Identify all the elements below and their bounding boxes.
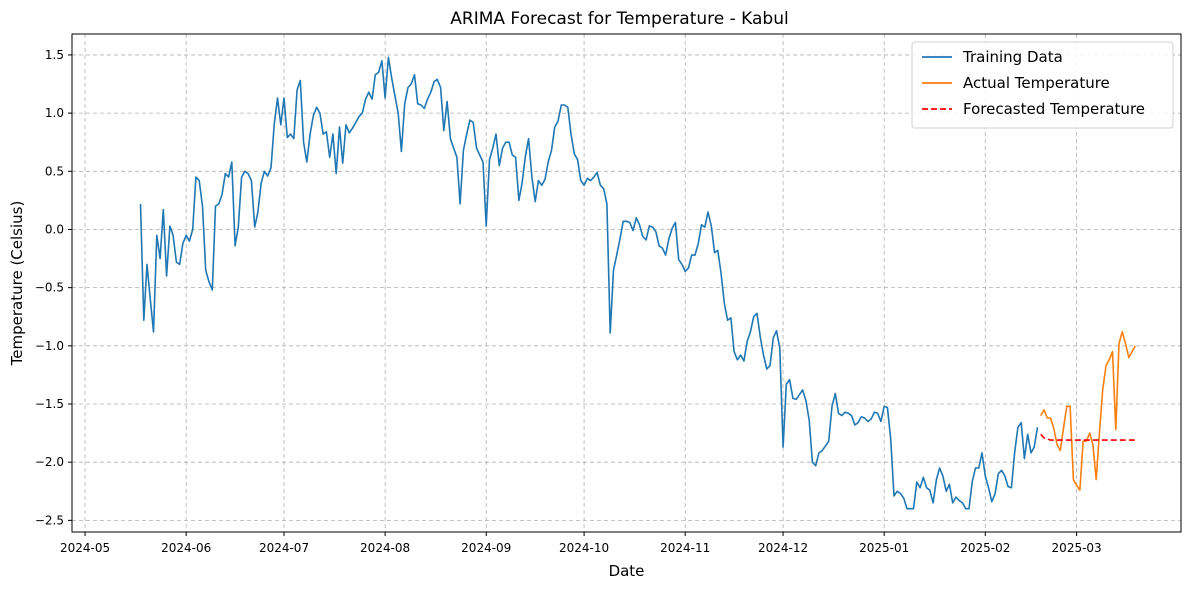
- x-tick-label: 2024-06: [161, 541, 211, 555]
- x-tick-label: 2024-08: [360, 541, 410, 555]
- series-line-0: [139, 56, 1039, 510]
- x-tick-label: 2024-09: [461, 541, 511, 555]
- y-axis-label: Temperature (Celsius): [8, 201, 26, 367]
- plot-frame: [71, 33, 1182, 533]
- x-tick-label: 2025-02: [960, 541, 1010, 555]
- legend-box: [911, 41, 1174, 129]
- x-tick-label: 2025-03: [1052, 541, 1102, 555]
- x-tick-label: 2024-07: [259, 541, 309, 555]
- x-tick-label: 2024-10: [559, 541, 609, 555]
- x-tick-label: 2024-11: [660, 541, 710, 555]
- y-tick-label: −1.5: [35, 397, 64, 411]
- x-tick-label: 2025-01: [859, 541, 909, 555]
- x-tick-label: 2024-12: [758, 541, 808, 555]
- y-tick-label: −2.5: [35, 513, 64, 527]
- y-tick-label: 1.5: [45, 48, 64, 62]
- y-tick-label: −1.0: [35, 339, 64, 353]
- series-line-2: [1040, 433, 1136, 441]
- x-tick-label: 2024-05: [60, 541, 110, 555]
- y-axis-ticks: −2.5 −2.0 −1.5 −1.0 −0.5 0.0 0.5 1.0 1.5: [35, 48, 72, 527]
- x-axis-ticks: 2024-05 2024-06 2024-07 2024-08 2024-09 2024-…: [60, 532, 1102, 555]
- y-tick-label: −2.0: [35, 455, 64, 469]
- y-tick-label: −0.5: [35, 281, 64, 295]
- grid: [72, 34, 1181, 532]
- chart-title: ARIMA Forecast for Temperature - Kabul: [450, 9, 788, 29]
- legend-label-1: Actual Temperature: [963, 74, 1110, 92]
- x-axis-label: Date: [609, 562, 645, 580]
- series-lines: [139, 56, 1137, 510]
- y-tick-label: 0.5: [45, 164, 64, 178]
- y-tick-label: 0.0: [45, 222, 64, 236]
- series-line-1: [1040, 331, 1137, 491]
- legend-label-2: Forecasted Temperature: [963, 100, 1145, 118]
- legend: Training Data Actual Temperature Forecaste…: [911, 41, 1174, 129]
- y-tick-label: 1.0: [45, 106, 64, 120]
- legend-label-0: Training Data: [962, 48, 1063, 66]
